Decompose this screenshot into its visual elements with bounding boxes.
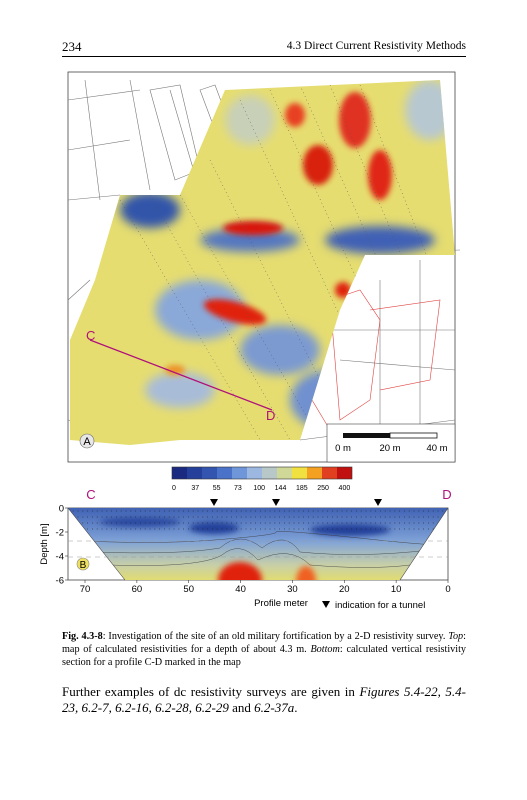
scale-box: [326, 423, 456, 463]
caption-italic: Top: [448, 631, 464, 642]
caption-text: : map of calculated resistivities for a …: [62, 631, 466, 655]
caption: Fig. 4.3-8: Investigation of the site of…: [62, 630, 466, 669]
colorbar-tick-label: 144: [275, 485, 287, 492]
colorbar-tick-label: 185: [296, 485, 308, 492]
section-panel-label: B: [80, 560, 87, 571]
section-edges: [67, 507, 449, 581]
running-title: 4.3 Direct Current Resistivity Methods: [286, 40, 466, 52]
y-tick-label: -2: [56, 528, 64, 539]
scale-label: 0 m: [335, 443, 351, 454]
colorbar-tick-label: 100: [253, 485, 265, 492]
scale-label: 40 m: [426, 443, 447, 454]
paragraph-text: .: [294, 700, 298, 715]
map-panel-label: A: [83, 436, 91, 448]
colorbar-cell: [247, 467, 262, 479]
colorbar-cell: [232, 467, 247, 479]
colorbar: 0 37 55 73 100 144 185 250 400: [171, 466, 353, 492]
y-tick-label: 0: [59, 504, 64, 515]
y-axis-label: Depth [m]: [39, 523, 50, 564]
figure-refs: 6.2-37a: [254, 700, 295, 715]
caption-text: : Investigation of the site of an old mi…: [102, 631, 449, 642]
caption-label: Fig. 4.3-8: [62, 631, 103, 642]
colorbar-cell: [202, 467, 217, 479]
colorbar-cell: [187, 467, 202, 479]
map-point-d: D: [266, 408, 275, 423]
x-tick-label: 60: [132, 584, 143, 595]
map-point-c: C: [86, 328, 95, 343]
x-tick-label: 10: [391, 584, 402, 595]
caption-text: : calculated vertical resistivity sectio…: [62, 644, 467, 668]
y-tick-label: -6: [56, 576, 64, 587]
tunnel-markers: [210, 499, 382, 506]
section-gridlines: [68, 540, 448, 558]
colorbar-cell: [172, 467, 187, 479]
panel-badge: [79, 433, 95, 449]
figure: C D A 0 m 20 m 40 m 0 37 55 73 100 144 185 250 4…: [39, 71, 461, 611]
paragraph-text: and: [228, 700, 255, 715]
colorbar-tick-label: 0: [172, 485, 176, 492]
x-axis-label: Profile meter: [254, 598, 308, 609]
section-point-c: C: [86, 487, 95, 502]
x-tick-label: 50: [183, 584, 194, 595]
x-tick-label: 0: [445, 584, 450, 595]
colorbar-cell: [337, 467, 352, 479]
section-ticks: 0 -2 -4 -6 70 60 50 40 30 20 10 0: [56, 504, 451, 596]
profile-line: [89, 339, 273, 411]
colorbar-cell: [217, 467, 232, 479]
scale-bar-black: [343, 433, 390, 438]
colorbar-cell: [277, 467, 292, 479]
legend-text: indication for a tunnel: [335, 600, 425, 611]
y-tick-label: -4: [56, 552, 64, 563]
scale-label: 20 m: [379, 443, 400, 454]
panel-badge: [76, 557, 90, 571]
scale-bar-white: [389, 432, 438, 439]
caption-italic: Bottom: [310, 644, 340, 655]
colorbar-cell: [262, 467, 277, 479]
page-number: 234: [62, 39, 82, 54]
colorbar-tick-label: 55: [213, 485, 221, 492]
colorbar-tick-label: 37: [191, 485, 199, 492]
x-tick-label: 20: [339, 584, 350, 595]
section-point-d: D: [442, 487, 451, 502]
x-tick-label: 30: [287, 584, 298, 595]
figure-refs: Figures 5.4-22, 5.4-23, 6.2-7, 6.2-16, 6…: [62, 684, 466, 715]
x-tick-label: 70: [80, 584, 91, 595]
colorbar-tick-label: 400: [339, 485, 351, 492]
colorbar-cell: [307, 467, 322, 479]
header-rule: [62, 56, 466, 57]
paragraph-text: Further examples of dc resistivity surve…: [62, 684, 360, 699]
x-tick-label: 40: [235, 584, 246, 595]
colorbar-tick-label: 250: [317, 485, 329, 492]
colorbar-cell: [292, 467, 307, 479]
resistivity-section: [68, 508, 448, 580]
paragraph: Further examples of dc resistivity surve…: [62, 684, 466, 716]
colorbar-cell: [322, 467, 337, 479]
colorbar-outline: [171, 466, 353, 480]
legend-marker: [322, 601, 330, 608]
colorbar-tick-label: 73: [234, 485, 242, 492]
